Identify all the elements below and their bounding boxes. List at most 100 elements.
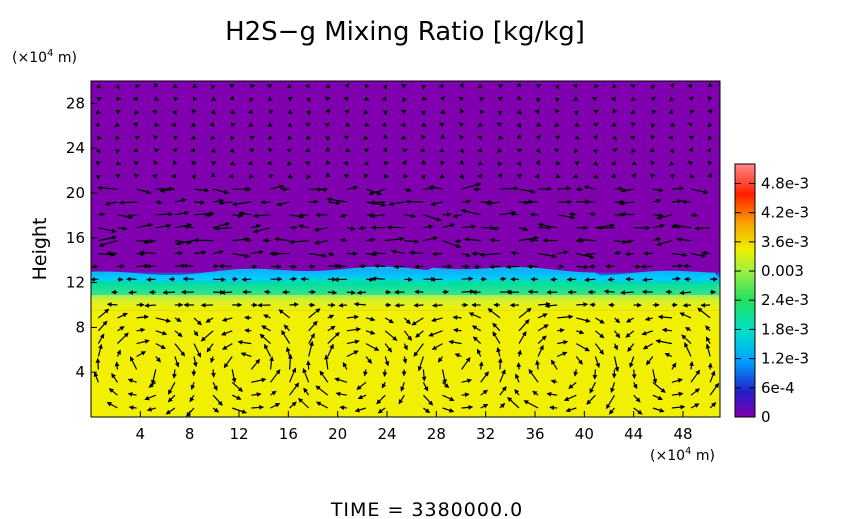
wind-vector	[382, 146, 388, 153]
wind-vector	[669, 122, 675, 127]
wind-vector	[574, 161, 580, 166]
wind-vector	[661, 327, 672, 333]
wind-vector	[116, 349, 121, 357]
wind-vector	[223, 356, 233, 369]
wind-vector	[315, 385, 329, 396]
wind-vector	[274, 236, 290, 242]
wind-vector	[655, 338, 673, 345]
wind-vector	[459, 108, 465, 114]
wind-vector	[400, 135, 407, 140]
wind-vector	[630, 109, 636, 114]
wind-vector	[313, 227, 328, 232]
wind-vector	[402, 148, 408, 154]
wind-vector	[327, 343, 334, 357]
wind-vector	[114, 122, 120, 128]
wind-vector	[365, 237, 376, 243]
wind-vector	[190, 382, 196, 390]
wind-vector	[709, 402, 717, 409]
wind-vector	[343, 174, 349, 179]
wind-vector	[211, 96, 217, 102]
wind-vector	[231, 381, 243, 392]
wind-vector	[516, 160, 522, 167]
wind-vector	[192, 356, 198, 368]
wind-vector	[464, 237, 481, 242]
wind-vector	[650, 96, 656, 102]
wind-vector	[477, 122, 483, 127]
wind-vector	[136, 339, 150, 345]
wind-vector	[583, 185, 596, 190]
wind-vector	[95, 357, 101, 370]
wind-vector	[305, 161, 311, 166]
wind-vector	[534, 109, 540, 115]
wind-vector	[252, 213, 271, 219]
wind-vector	[365, 188, 383, 196]
wind-vector	[192, 83, 198, 88]
wind-vector	[584, 252, 596, 257]
wind-vector	[439, 147, 445, 153]
wind-vector	[690, 369, 701, 383]
wind-vector	[431, 317, 443, 323]
wind-vector	[461, 252, 471, 258]
wind-vector	[98, 308, 110, 319]
wind-vector	[268, 174, 275, 179]
wind-vector	[535, 83, 542, 89]
wind-vector	[319, 370, 329, 383]
mixing-ratio-field	[91, 81, 720, 417]
wind-vector	[671, 198, 683, 204]
wind-vector	[152, 135, 159, 141]
wind-vector	[576, 317, 591, 323]
wind-vector	[535, 159, 541, 166]
wind-vector	[554, 84, 560, 90]
wind-vector	[576, 302, 589, 307]
wind-vector	[554, 108, 560, 115]
wind-vector	[144, 303, 156, 308]
interface-edge	[91, 266, 720, 282]
wind-vector	[707, 362, 713, 370]
wind-vector	[231, 369, 237, 383]
wind-vector	[193, 250, 207, 255]
wind-vector	[461, 224, 477, 230]
wind-vector	[365, 212, 376, 218]
wind-vector	[403, 330, 412, 341]
wind-vector	[593, 122, 599, 128]
wind-vector	[707, 160, 713, 166]
wind-vector	[229, 83, 235, 89]
wind-vector	[707, 108, 713, 115]
wind-vector	[175, 240, 195, 246]
wind-vector	[554, 122, 560, 127]
wind-vector	[344, 83, 350, 89]
wind-vector	[95, 148, 101, 154]
wind-vector	[193, 330, 199, 337]
wind-vector	[98, 240, 118, 248]
wind-vector	[652, 237, 662, 242]
wind-vector	[518, 319, 530, 332]
colorbar-label: 6e-4	[761, 379, 795, 397]
wind-vector	[685, 326, 692, 332]
wind-vector	[610, 160, 617, 166]
wind-vector	[546, 391, 558, 397]
wind-vector	[650, 160, 656, 166]
wind-vector	[452, 213, 462, 219]
wind-vector	[656, 240, 673, 247]
wind-vector	[305, 122, 311, 128]
wind-vector	[221, 330, 233, 336]
wind-vector	[183, 224, 195, 230]
wind-vector	[154, 122, 160, 127]
wind-vector	[270, 390, 277, 396]
wind-vector	[384, 330, 398, 341]
wind-vector	[497, 96, 503, 102]
wind-vector	[430, 277, 443, 282]
wind-vector	[468, 312, 481, 319]
wind-vector	[535, 135, 542, 141]
wind-vector	[671, 252, 688, 258]
wind-vector	[557, 250, 569, 255]
wind-vector	[365, 343, 380, 351]
wind-vector	[244, 328, 252, 333]
wind-vector	[535, 359, 540, 370]
wind-vector	[172, 83, 178, 89]
wind-vector	[565, 407, 577, 413]
wind-vector	[518, 226, 529, 232]
wind-vector	[218, 200, 233, 206]
wind-vector	[190, 135, 196, 140]
wind-vector	[417, 356, 424, 372]
